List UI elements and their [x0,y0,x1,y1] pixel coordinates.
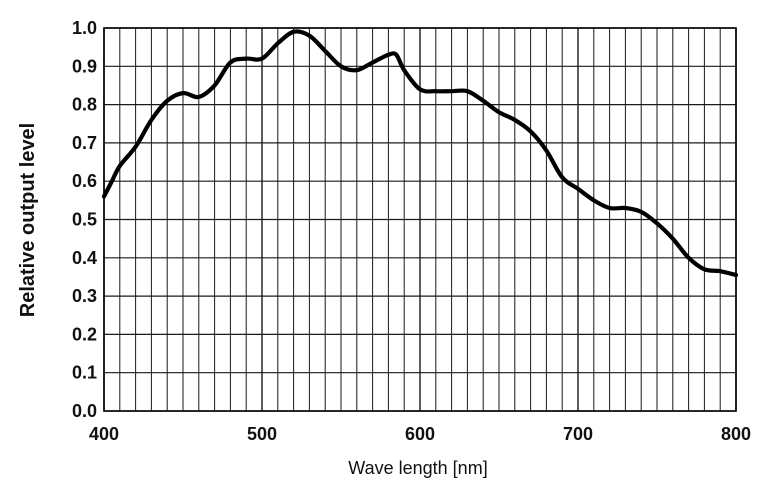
plot-border [103,27,737,412]
y-tick-label: 0.6 [72,171,97,191]
y-tick-labels: 0.0 0.1 0.2 0.3 0.4 0.5 0.6 0.7 0.8 0.9 1.0 [72,18,97,421]
y-axis-title: Relative output level [17,123,39,318]
grid [103,27,737,412]
y-tick-label: 0.3 [72,286,97,306]
y-tick-label: 0.8 [72,95,97,115]
y-tick-label: 0.7 [72,133,97,153]
x-tick-label: 500 [247,424,277,444]
y-tick-label: 1.0 [72,18,97,38]
series-layer [101,29,739,278]
plot-frame [103,27,737,412]
y-tick-label: 0.4 [72,248,97,268]
x-tick-label: 400 [89,424,119,444]
x-axis-title: Wave length [nm] [348,458,487,478]
y-tick-label: 0.9 [72,56,97,76]
x-tick-label: 700 [563,424,593,444]
series-line [101,29,739,278]
x-tick-label: 800 [721,424,751,444]
y-tick-label: 0.1 [72,363,97,383]
y-tick-label: 0.5 [72,210,97,230]
y-tick-label: 0.0 [72,401,97,421]
x-tick-labels: 400 500 600 700 800 [89,424,751,444]
y-tick-label: 0.2 [72,324,97,344]
x-tick-label: 600 [405,424,435,444]
